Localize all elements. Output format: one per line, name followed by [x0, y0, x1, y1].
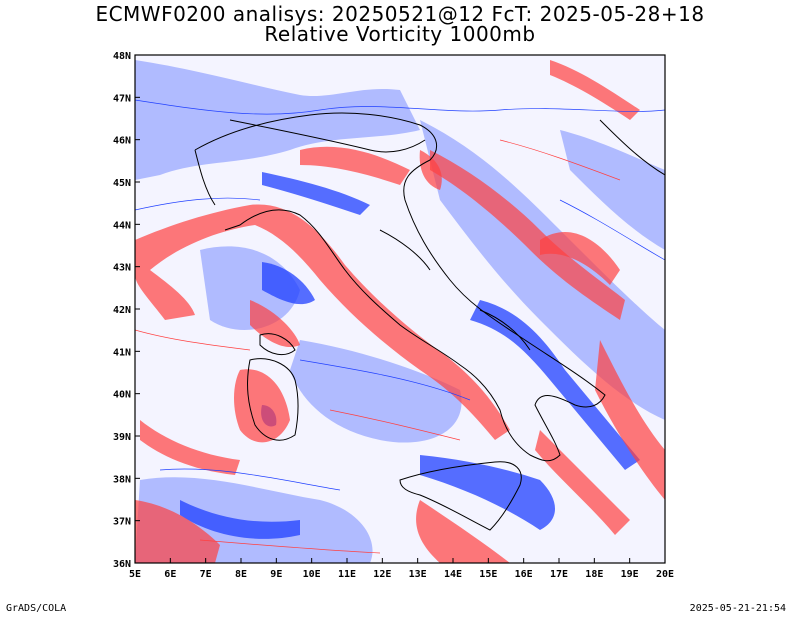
lat-tick-label: 46N [113, 136, 131, 147]
plot-subtitle: Relative Vorticity 1000mb [264, 22, 536, 46]
vorticity-field [135, 55, 665, 563]
lon-tick-label: 16E [515, 569, 533, 580]
latitude-axis: 36N 37N 38N 39N 40N 41N 42N 43N 44N 45N 46N 47N 48N [113, 51, 140, 570]
lon-tick-label: 13E [409, 569, 427, 580]
lat-tick-label: 40N [113, 390, 131, 401]
lat-tick-label: 44N [113, 220, 131, 231]
footer-software-label: GrADS/COLA [6, 603, 67, 614]
lat-tick-label: 45N [113, 178, 131, 189]
lon-tick-label: 18E [585, 569, 603, 580]
contour-lines [135, 99, 665, 554]
lon-tick-label: 11E [338, 569, 356, 580]
footer-timestamp: 2025-05-21-21:54 [689, 603, 786, 614]
lon-tick-label: 20E [656, 569, 674, 580]
lon-tick-label: 12E [373, 569, 391, 580]
lat-tick-label: 39N [113, 432, 131, 443]
lon-tick-label: 19E [621, 569, 639, 580]
longitude-axis: 5E 6E 7E 8E 9E 10E 11E 12E 13E 14E 15E 16E 17E 18E 19E… [129, 558, 674, 580]
lat-tick-label: 48N [113, 51, 131, 62]
lat-tick-label: 37N [113, 517, 131, 528]
lon-tick-label: 17E [550, 569, 568, 580]
lon-tick-label: 9E [270, 569, 282, 580]
plot-title: ECMWF0200 analisys: 20250521@12 FcT: 202… [95, 2, 705, 26]
lon-tick-label: 7E [200, 569, 212, 580]
lon-tick-label: 5E [129, 569, 141, 580]
lat-tick-label: 43N [113, 263, 131, 274]
lon-tick-label: 8E [235, 569, 247, 580]
lat-tick-label: 42N [113, 305, 131, 316]
lat-tick-label: 41N [113, 347, 131, 358]
lon-tick-label: 15E [479, 569, 497, 580]
strong-negative-bands [180, 172, 640, 539]
lon-tick-label: 6E [164, 569, 176, 580]
lon-tick-label: 10E [303, 569, 321, 580]
coastlines [194, 112, 665, 531]
lat-tick-label: 36N [113, 559, 131, 570]
lat-tick-label: 38N [113, 474, 131, 485]
lat-tick-label: 47N [113, 93, 131, 104]
lon-tick-label: 14E [444, 569, 462, 580]
